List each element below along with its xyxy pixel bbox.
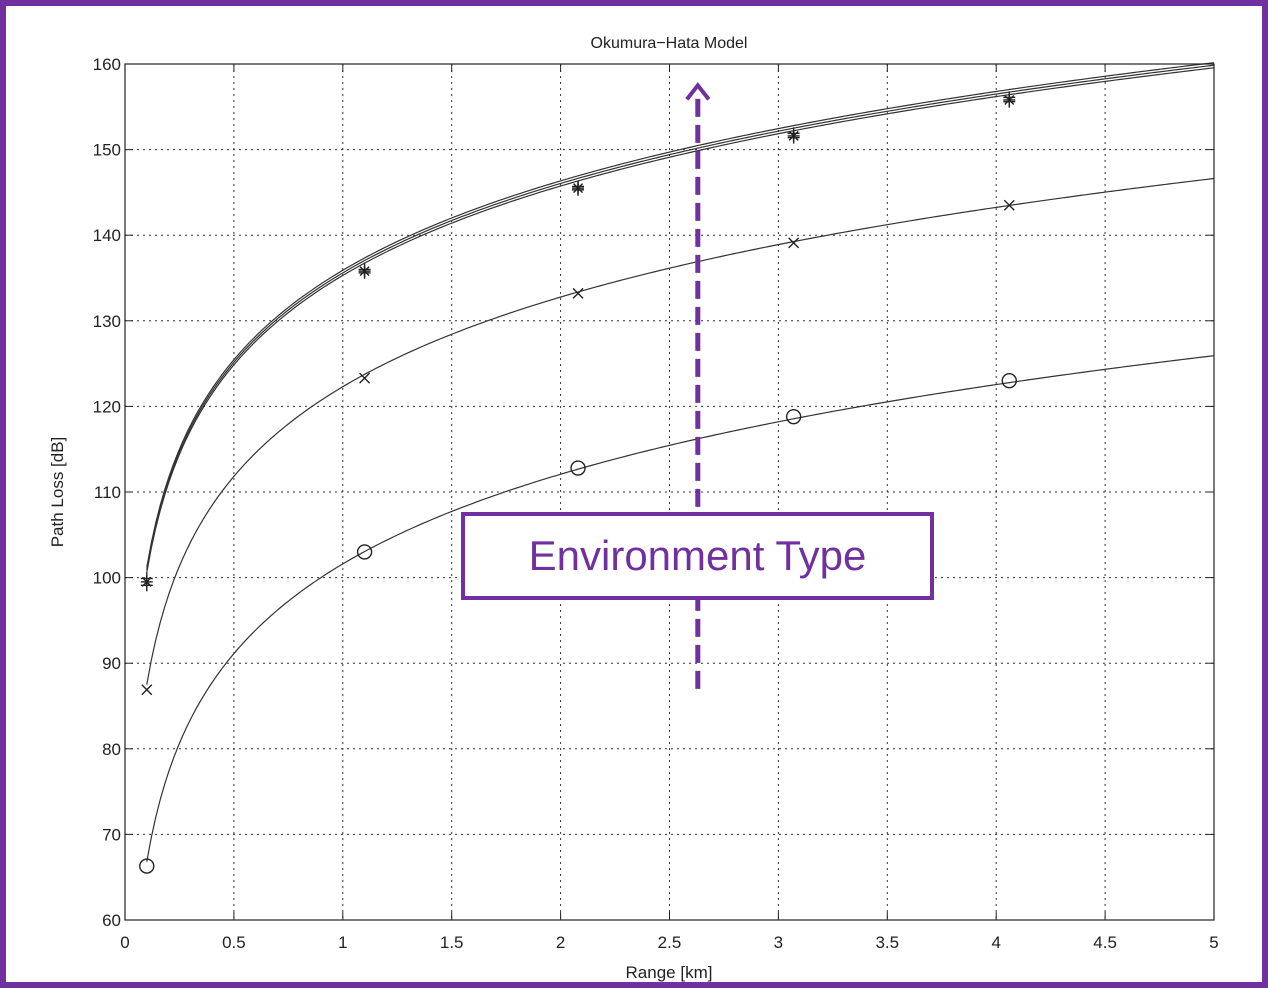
y-tick-label: 90 bbox=[102, 654, 121, 673]
x-tick-labels: 0 0.5 1 1.5 2 2.5 3 3.5 4 4.5 5 bbox=[120, 933, 1218, 952]
y-tick-label: 100 bbox=[93, 569, 121, 588]
series-4-line bbox=[146, 177, 1215, 685]
series-3-point bbox=[572, 183, 585, 196]
x-marker-stroke bbox=[1003, 199, 1015, 211]
series-3-point bbox=[1003, 95, 1016, 108]
series-5-line bbox=[146, 355, 1215, 862]
y-tick-label: 110 bbox=[94, 483, 121, 502]
x-tick-label: 0.5 bbox=[222, 933, 246, 952]
y-tick-label: 70 bbox=[102, 825, 121, 844]
series-5-point bbox=[1001, 373, 1017, 389]
curves bbox=[146, 62, 1215, 862]
y-tick-label: 120 bbox=[93, 397, 121, 416]
circle-marker bbox=[1001, 373, 1017, 389]
x-marker-stroke bbox=[359, 372, 371, 384]
x-tick-label: 4.5 bbox=[1093, 933, 1117, 952]
series-1-line bbox=[146, 62, 1215, 568]
x-tick-label: 0 bbox=[120, 933, 129, 952]
series-5-point bbox=[139, 858, 155, 874]
x-tick-label: 2 bbox=[556, 933, 565, 952]
x-tick-label: 3.5 bbox=[875, 933, 899, 952]
x-tick-label: 3 bbox=[774, 933, 783, 952]
series-3-point bbox=[140, 572, 153, 585]
x-tick-label: 2.5 bbox=[658, 933, 682, 952]
series-3-point bbox=[787, 131, 800, 144]
ticks bbox=[124, 63, 1215, 921]
x-tick-label: 1 bbox=[338, 933, 347, 952]
x-tick-label: 1.5 bbox=[440, 933, 464, 952]
series-4-point bbox=[788, 237, 800, 249]
series-4-point bbox=[359, 372, 371, 384]
chart-title: Okumura−Hata Model bbox=[591, 35, 748, 52]
y-tick-label: 140 bbox=[93, 226, 121, 245]
y-tick-label: 60 bbox=[102, 911, 121, 930]
y-tick-label: 150 bbox=[93, 141, 121, 160]
x-marker-stroke bbox=[572, 287, 584, 299]
y-tick-label: 130 bbox=[93, 312, 121, 331]
series-5-point bbox=[785, 408, 802, 425]
environment-arrow bbox=[685, 82, 711, 689]
series-4-point bbox=[141, 684, 153, 696]
markers bbox=[139, 91, 1017, 874]
series-4-point bbox=[1003, 199, 1015, 211]
grid-lines bbox=[125, 64, 1214, 920]
x-tick-label: 5 bbox=[1209, 933, 1218, 952]
series-2-line bbox=[146, 64, 1215, 571]
circle-marker bbox=[570, 460, 586, 476]
x-marker-stroke bbox=[141, 684, 153, 696]
y-tick-label: 160 bbox=[93, 55, 121, 74]
series-5-point bbox=[356, 544, 373, 560]
x-tick-label: 4 bbox=[991, 933, 1000, 952]
y-axis-title: Path Loss [dB] bbox=[48, 437, 67, 548]
series-5-point bbox=[570, 460, 586, 476]
environment-type-label: Environment Type bbox=[528, 532, 867, 579]
series-3-line bbox=[146, 67, 1215, 573]
x-marker-stroke bbox=[788, 237, 800, 249]
circle-marker bbox=[139, 858, 155, 874]
series-4-point bbox=[572, 287, 584, 299]
x-axis-title: Range [km] bbox=[626, 963, 713, 982]
environment-type-label-box: Environment Type bbox=[461, 512, 934, 600]
circle-marker bbox=[785, 408, 802, 425]
y-tick-labels: 60 70 80 90 100 110 120 130 140 150 160 bbox=[93, 55, 121, 930]
circle-marker bbox=[356, 544, 373, 560]
y-tick-label: 80 bbox=[102, 740, 121, 759]
series-3-point bbox=[358, 266, 371, 279]
environment-arrow-head bbox=[685, 82, 711, 101]
